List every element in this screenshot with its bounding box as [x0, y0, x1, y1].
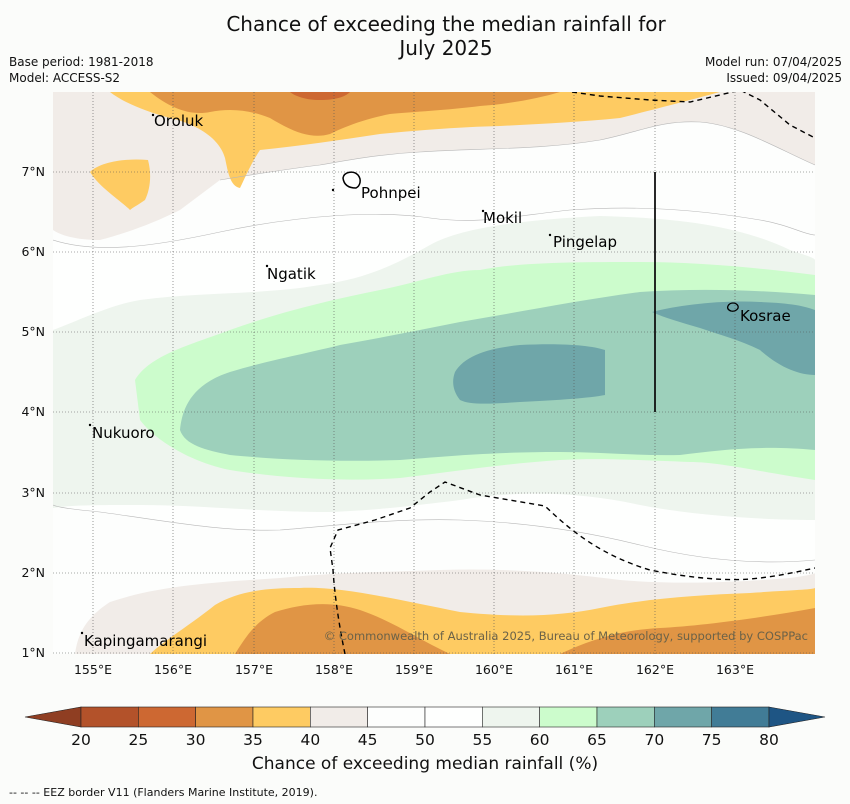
lon-label: 155°E	[74, 662, 112, 677]
pohnpei-island	[342, 171, 361, 189]
colorbar-segment	[654, 706, 712, 728]
lon-label: 163°E	[716, 662, 754, 677]
colorbar-label: Chance of exceeding median rainfall (%)	[251, 754, 599, 774]
colorbar-tick-label: 45	[358, 731, 378, 749]
lat-label: 7°N	[21, 164, 45, 179]
colorbar-segment	[711, 706, 770, 728]
colorbar-tick-label: 65	[587, 731, 607, 749]
lon-label: 159°E	[395, 662, 433, 677]
colorbar-segment	[482, 706, 540, 728]
eez-footer-note: -- -- -- EEZ border V11 (Flanders Marine…	[9, 786, 318, 799]
lon-label: 162°E	[636, 662, 674, 677]
model-name: Model: ACCESS-S2	[9, 71, 121, 85]
place-label-pingelap: Pingelap	[553, 233, 617, 251]
title-line-1: Chance of exceeding the median rainfall …	[226, 12, 666, 36]
contour-25-30-north	[290, 92, 350, 100]
colorbar-tick-label: 70	[644, 731, 664, 749]
contour-lines	[53, 121, 815, 563]
place-label-kosrae: Kosrae	[740, 307, 791, 325]
eez-borders	[329, 92, 815, 654]
meta-right: Model run: 07/04/2025 Issued: 09/04/2025	[705, 54, 842, 86]
colorbar-segments	[80, 706, 770, 728]
contour-30-35-south	[235, 604, 450, 654]
place-label-nukuoro: Nukuoro	[92, 424, 155, 442]
lat-label: 3°N	[21, 485, 45, 500]
colorbar-tick-label: 25	[128, 731, 148, 749]
colorbar-tick-label: 20	[71, 731, 91, 749]
atoll-markers	[80, 113, 552, 635]
place-label-pohnpei: Pohnpei	[361, 184, 421, 202]
colorbar-segment	[252, 706, 311, 728]
kosrae-island	[726, 302, 739, 312]
contour-30-35-north	[150, 92, 560, 136]
lon-label: 156°E	[154, 662, 192, 677]
base-period: Base period: 1981-2018	[9, 55, 154, 69]
colorbar-tick-label: 30	[186, 731, 206, 749]
colorbar-segment	[195, 706, 254, 728]
colorbar-segment	[367, 706, 426, 728]
meta-left: Base period: 1981-2018 Model: ACCESS-S2	[9, 54, 154, 86]
model-run: Model run: 07/04/2025	[704, 55, 842, 69]
contour-35-40-patch	[90, 159, 151, 210]
lat-label: 2°N	[21, 565, 45, 580]
colorbar-tick-label: 55	[472, 731, 492, 749]
graticule	[53, 92, 815, 654]
colorbar-segment	[596, 706, 655, 728]
colorbar-over-arrow	[768, 706, 826, 728]
colorbar-tick-label: 35	[243, 731, 263, 749]
lon-label: 161°E	[555, 662, 593, 677]
colorbar-tick-label: 80	[759, 731, 779, 749]
contour-70-75-east	[652, 301, 815, 375]
colorbar-tick-label: 60	[530, 731, 550, 749]
lat-label: 6°N	[21, 244, 45, 259]
lon-label: 158°E	[315, 662, 353, 677]
colorbar-segment	[310, 706, 368, 728]
map-plot-area: Oroluk Pohnpei Mokil Pingelap Ngatik Kos…	[53, 92, 815, 654]
place-label-kapingamarangi: Kapingamarangi	[84, 632, 207, 650]
colorbar-segment	[424, 706, 483, 728]
lon-label: 157°E	[235, 662, 273, 677]
longitude-labels: 155°E 156°E 157°E 158°E 159°E 160°E 161°…	[74, 662, 754, 677]
colorbar-tick-label: 40	[300, 731, 320, 749]
colorbar-segment	[138, 706, 196, 728]
colorbar-segment	[80, 706, 139, 728]
map-title: Chance of exceeding the median rainfall …	[0, 12, 850, 60]
issued-date: Issued: 09/04/2025	[726, 71, 842, 85]
colorbar-under-arrow	[24, 706, 82, 728]
latitude-labels: 7°N 6°N 5°N 4°N 3°N 2°N 1°N	[21, 164, 45, 660]
colorbar-tick-label: 75	[702, 731, 722, 749]
title-line-2: July 2025	[399, 36, 493, 60]
lat-label: 1°N	[21, 645, 45, 660]
contour-30-35-south-east	[560, 608, 815, 654]
contour-35-40-north	[110, 92, 720, 188]
lat-label: 5°N	[21, 324, 45, 339]
place-label-ngatik: Ngatik	[267, 265, 316, 283]
colorbar-tick-labels: 20 25 30 35 40 45 50 55 60 65 70 75 80	[71, 731, 779, 749]
place-label-oroluk: Oroluk	[154, 112, 203, 130]
copyright-notice: © Commonwealth of Australia 2025, Bureau…	[324, 629, 808, 643]
colorbar-tick-label: 50	[415, 731, 435, 749]
lon-label: 160°E	[475, 662, 513, 677]
colorbar: 20 25 30 35 40 45 50 55 60 65 70 75 80	[24, 706, 826, 749]
place-label-mokil: Mokil	[483, 209, 522, 227]
place-labels: Oroluk Pohnpei Mokil Pingelap Ngatik Kos…	[84, 112, 791, 650]
lat-label: 4°N	[21, 404, 45, 419]
colorbar-segment	[539, 706, 598, 728]
contour-70-75-center	[453, 344, 605, 404]
